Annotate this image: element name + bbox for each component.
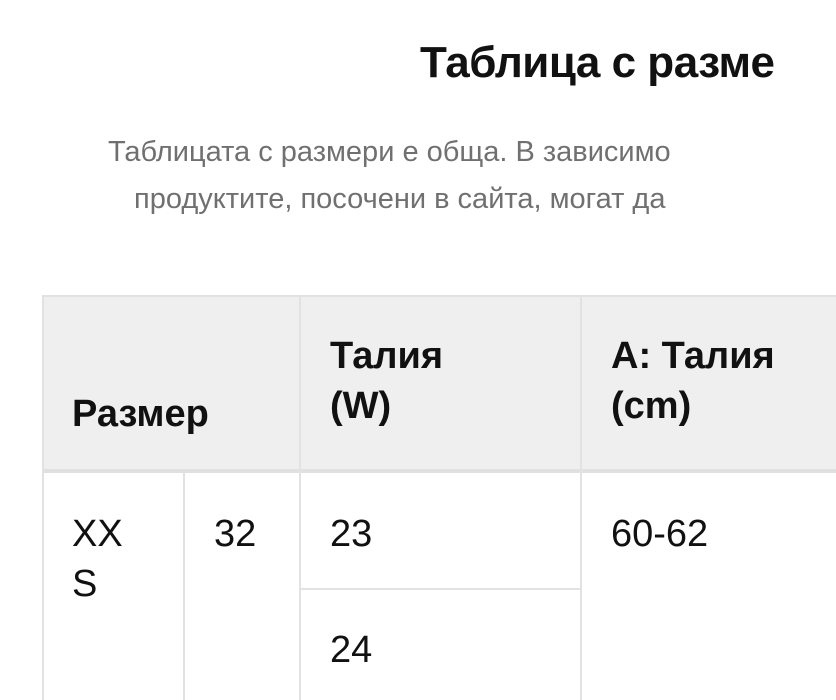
cell-waist-cm: 60-62: [611, 513, 709, 555]
header-line: (W): [330, 385, 392, 427]
subtitle-line-1: Таблицата с размери е обща. В зависимо: [108, 136, 671, 168]
cell-eu: 32: [214, 513, 257, 555]
header-size: Размер: [72, 393, 209, 435]
header-line: A: Талия: [611, 335, 775, 377]
row-divider: [301, 588, 580, 590]
header-line: (cm): [611, 385, 692, 427]
column-divider: [580, 297, 582, 700]
cell-waist-w-1: 23: [330, 513, 373, 555]
cell-waist-w-2: 24: [330, 629, 373, 671]
column-divider: [183, 473, 185, 700]
subtitle-line-2: продуктите, посочени в сайта, могат да: [134, 183, 666, 215]
table-header: [44, 297, 836, 473]
size-table: Размер Талия (W) A: Талия (cm) XXS 32 23…: [42, 295, 836, 700]
header-waist-w: Талия (W): [330, 331, 443, 431]
cell-size: XXS: [72, 513, 123, 605]
header-waist-cm: A: Талия (cm): [611, 331, 775, 431]
header-line: Талия: [330, 335, 444, 377]
column-divider: [299, 297, 301, 700]
page-title: Таблица с разме: [420, 38, 775, 87]
